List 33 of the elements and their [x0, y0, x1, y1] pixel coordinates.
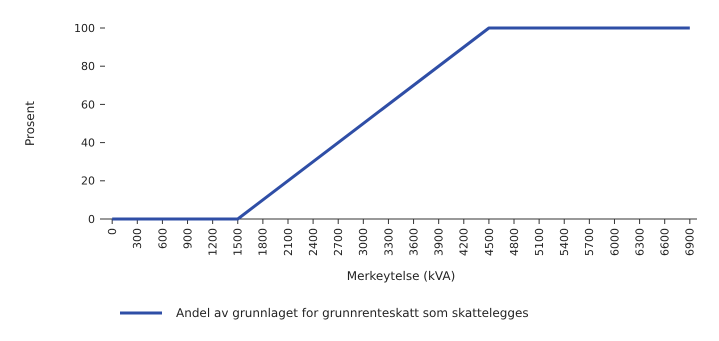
- x-tick-label: 5700: [583, 228, 596, 256]
- x-tick-label: 900: [181, 228, 194, 249]
- y-axis-title: Prosent: [23, 100, 37, 146]
- y-tick-label: 40: [81, 136, 95, 150]
- x-tick-label: 2100: [282, 228, 295, 256]
- y-tick-label: 0: [88, 212, 95, 226]
- x-tick-label: 3900: [432, 228, 446, 256]
- x-tick-label: 6300: [633, 228, 646, 256]
- x-axis-title: Merkeytelse (kVA): [346, 269, 456, 283]
- x-tick-label: 600: [156, 228, 170, 249]
- x-tick-label: 4200: [458, 228, 471, 256]
- x-tick-label: 5100: [532, 228, 546, 256]
- x-tick-label: 3000: [357, 228, 370, 256]
- legend-label: Andel av grunnlaget for grunnrenteskatt som skattelegges: [176, 306, 529, 320]
- y-tick-label: 20: [81, 174, 95, 188]
- x-tick-label: 6000: [608, 228, 622, 256]
- x-tick-label: 0: [106, 228, 120, 235]
- x-tick-label: 2400: [306, 228, 320, 256]
- x-tick-label: 4500: [482, 228, 496, 256]
- x-tick-label: 3300: [382, 228, 396, 256]
- x-tick-label: 6600: [658, 228, 672, 256]
- x-tick-label: 4800: [508, 228, 521, 256]
- x-tick-label: 300: [131, 228, 144, 249]
- x-tick-label: 1800: [256, 228, 270, 256]
- x-tick-label: 3600: [407, 228, 420, 256]
- x-tick-label: 5400: [558, 228, 572, 256]
- y-tick-label: 60: [81, 98, 95, 112]
- y-tick-label: 80: [81, 60, 95, 74]
- x-tick-label: 2700: [332, 228, 346, 256]
- x-tick-label: 1200: [206, 228, 220, 256]
- x-tick-label: 6900: [684, 228, 697, 256]
- x-tick-label: 1500: [232, 228, 245, 256]
- y-tick-label: 100: [74, 22, 95, 35]
